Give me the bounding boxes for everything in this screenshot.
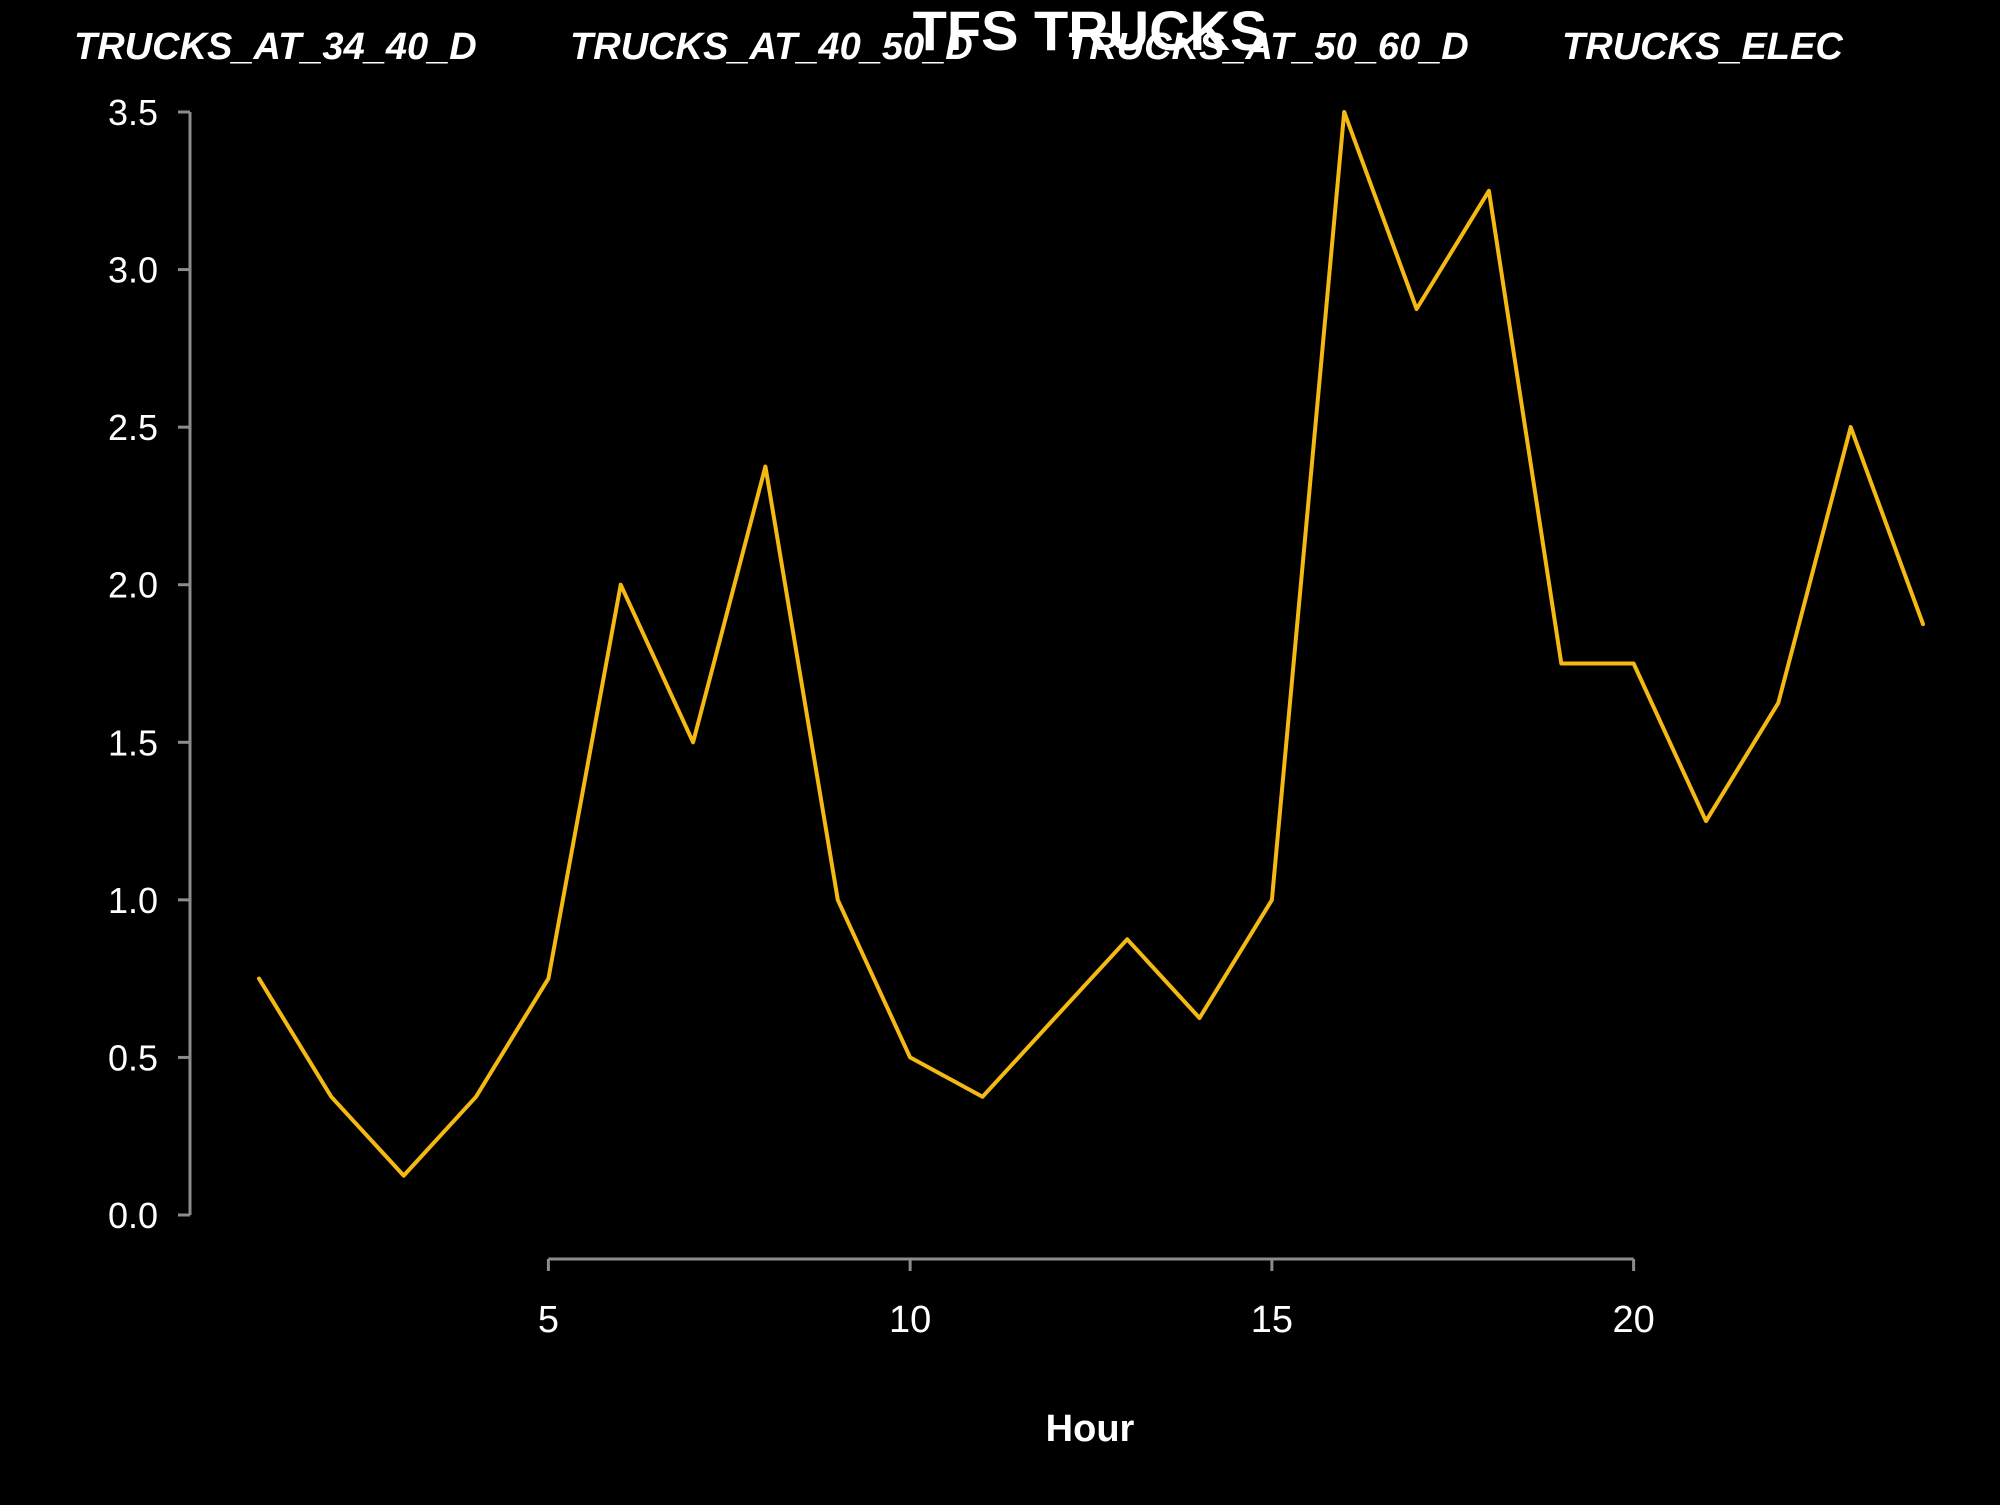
- y-tick-label: 2.0: [108, 565, 158, 606]
- y-tick-label: 0.0: [108, 1195, 158, 1236]
- x-tick-label: 15: [1251, 1299, 1293, 1341]
- y-tick-label: 3.0: [108, 250, 158, 291]
- x-axis-label: Hour: [1046, 1408, 1135, 1450]
- x-tick-label: 10: [889, 1299, 931, 1341]
- header-label-trucks-at-34-40-d: TRUCKS_AT_34_40_D: [74, 26, 477, 68]
- header-label-trucks-elec: TRUCKS_ELEC: [1562, 26, 1843, 68]
- y-tick-label: 1.5: [108, 722, 158, 763]
- y-tick-label: 1.0: [108, 880, 158, 921]
- x-tick-label: 5: [538, 1299, 559, 1341]
- chart-title: TFS TRUCKS: [913, 0, 1268, 62]
- x-tick-label: 20: [1612, 1299, 1654, 1341]
- y-tick-label: 0.5: [108, 1037, 158, 1078]
- y-tick-label: 3.5: [108, 92, 158, 133]
- y-tick-label: 2.5: [108, 407, 158, 448]
